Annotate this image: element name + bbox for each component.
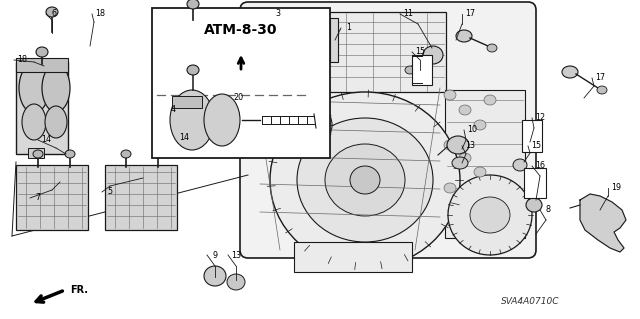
Bar	[522, 120, 542, 152]
Ellipse shape	[187, 65, 199, 75]
Ellipse shape	[270, 92, 460, 268]
Bar	[16, 58, 68, 72]
Text: 1: 1	[346, 24, 351, 33]
Ellipse shape	[45, 106, 67, 138]
Ellipse shape	[272, 99, 332, 151]
Ellipse shape	[423, 46, 443, 64]
Text: 19: 19	[611, 183, 621, 192]
Ellipse shape	[121, 150, 131, 158]
Ellipse shape	[452, 157, 468, 169]
Text: 3: 3	[275, 10, 280, 19]
Ellipse shape	[562, 66, 578, 78]
Ellipse shape	[297, 118, 433, 242]
Ellipse shape	[444, 140, 456, 150]
Text: 16: 16	[535, 161, 545, 170]
Ellipse shape	[597, 86, 607, 94]
Ellipse shape	[513, 159, 527, 171]
Ellipse shape	[487, 44, 497, 52]
FancyBboxPatch shape	[240, 2, 536, 258]
Text: 14: 14	[179, 133, 189, 143]
Ellipse shape	[22, 104, 46, 140]
Text: 8: 8	[545, 205, 550, 214]
Text: ATM-8-30: ATM-8-30	[204, 23, 278, 37]
Text: 10: 10	[467, 125, 477, 135]
Bar	[524, 168, 546, 198]
Bar	[258, 14, 265, 48]
Text: 5: 5	[108, 188, 113, 197]
Ellipse shape	[456, 30, 472, 42]
Text: 17: 17	[595, 73, 605, 83]
Ellipse shape	[526, 198, 542, 212]
Text: 6: 6	[51, 10, 56, 19]
Ellipse shape	[325, 144, 405, 216]
Text: SVA4A0710C: SVA4A0710C	[500, 298, 559, 307]
Text: 14: 14	[41, 136, 51, 145]
Bar	[330, 18, 338, 62]
Text: 13: 13	[465, 142, 475, 151]
Text: 15: 15	[531, 142, 541, 151]
Bar	[294, 242, 412, 272]
Ellipse shape	[444, 90, 456, 100]
Bar	[105, 165, 177, 230]
Text: 18: 18	[95, 10, 105, 19]
Text: 4: 4	[170, 106, 175, 115]
Text: 17: 17	[465, 10, 475, 19]
Ellipse shape	[459, 105, 471, 115]
Ellipse shape	[474, 120, 486, 130]
Ellipse shape	[33, 150, 43, 158]
Ellipse shape	[187, 0, 199, 9]
Ellipse shape	[474, 167, 486, 177]
Ellipse shape	[447, 136, 469, 154]
Ellipse shape	[65, 150, 75, 158]
Ellipse shape	[153, 150, 163, 158]
Ellipse shape	[290, 114, 314, 136]
Text: 9: 9	[212, 250, 218, 259]
Ellipse shape	[484, 95, 496, 105]
Ellipse shape	[36, 47, 48, 57]
Text: 15: 15	[415, 48, 425, 56]
Ellipse shape	[204, 94, 240, 146]
Ellipse shape	[350, 166, 380, 194]
Ellipse shape	[405, 66, 415, 74]
Text: FR.: FR.	[70, 285, 88, 295]
Bar	[256, 12, 446, 92]
Bar	[445, 90, 525, 238]
Bar	[28, 148, 44, 158]
Ellipse shape	[448, 175, 532, 255]
Ellipse shape	[470, 197, 510, 233]
Text: 7: 7	[35, 194, 40, 203]
Bar	[172, 96, 202, 108]
Text: 12: 12	[535, 114, 545, 122]
Text: 13: 13	[231, 250, 241, 259]
Ellipse shape	[42, 64, 70, 112]
Ellipse shape	[459, 153, 471, 163]
Bar	[412, 55, 432, 85]
Ellipse shape	[46, 7, 58, 17]
Bar	[152, 8, 330, 158]
Ellipse shape	[444, 183, 456, 193]
Ellipse shape	[170, 90, 214, 150]
Ellipse shape	[19, 63, 49, 113]
Ellipse shape	[204, 266, 226, 286]
Ellipse shape	[227, 274, 245, 290]
Bar	[16, 62, 68, 154]
Polygon shape	[580, 194, 626, 252]
Text: 18: 18	[17, 56, 27, 64]
Text: 20: 20	[233, 93, 243, 102]
Bar	[16, 165, 88, 230]
Text: 11: 11	[403, 10, 413, 19]
